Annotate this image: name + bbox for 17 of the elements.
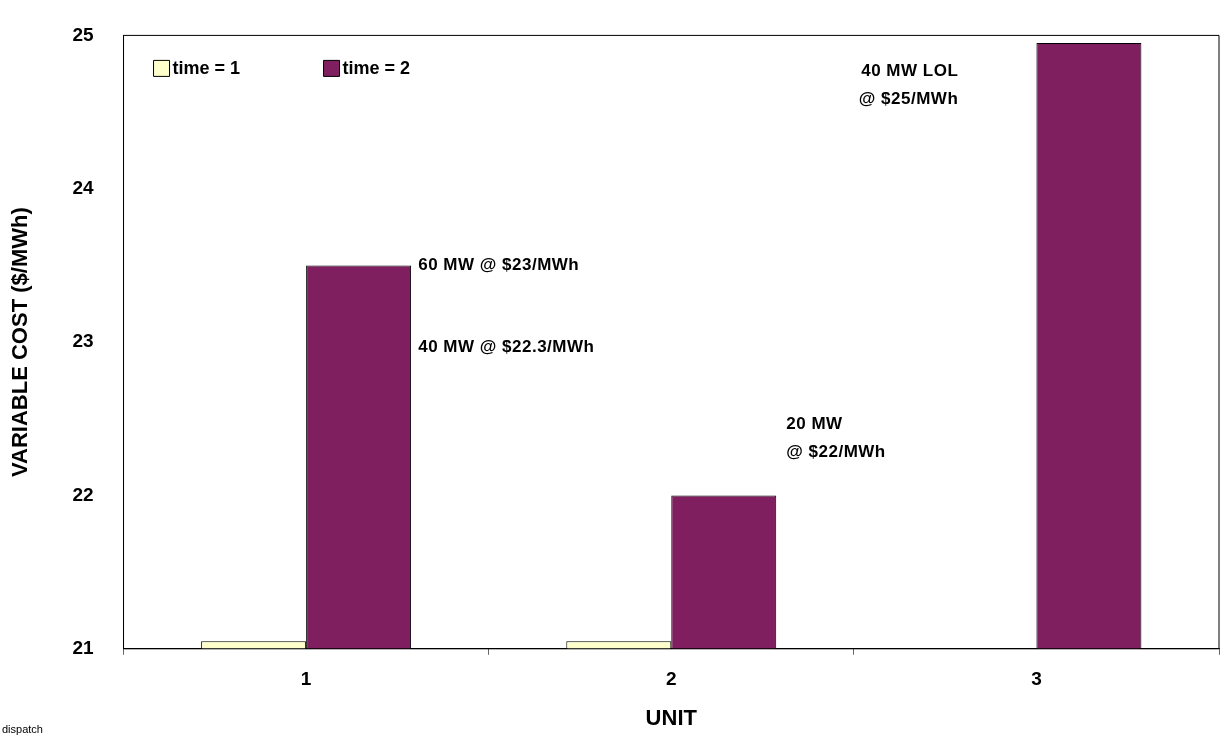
y-tick-label: 21 — [72, 637, 94, 659]
y-axis-title: VARIABLE COST ($/MWh) — [7, 207, 33, 477]
text: dispatch — [2, 723, 43, 736]
legend-label: time = 1 — [172, 58, 241, 79]
legend-label: time = 2 — [342, 58, 411, 79]
y-tick-label: 24 — [72, 176, 94, 198]
x-tick-label: 3 — [1031, 668, 1042, 690]
x-axis-title: UNIT — [645, 704, 698, 730]
y-tick-label: 22 — [72, 483, 94, 505]
x-tick-label: 1 — [300, 668, 312, 690]
y-tick-label: 23 — [72, 330, 94, 352]
annotation: 60 MW @ $23/MWh — [418, 254, 580, 277]
y-tick-label: 25 — [72, 23, 94, 45]
annotation: 40 MW @ $22.3/MWh — [418, 336, 595, 358]
x-tick-label: 2 — [665, 668, 677, 690]
annotation: 20 MW @ $22/MWh — [786, 412, 886, 463]
annotation: 40 MW LOL @ $25/MWh — [858, 59, 959, 110]
